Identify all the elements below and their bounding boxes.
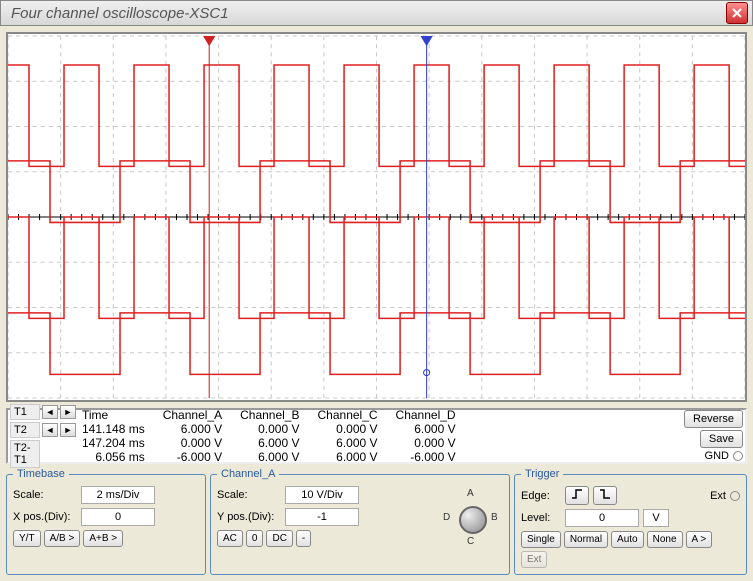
readout-cell: 6.000 V <box>163 422 240 436</box>
readout-header: Channel_C <box>318 408 396 422</box>
normal-button[interactable]: Normal <box>564 531 608 548</box>
titlebar: Four channel oscilloscope-XSC1 <box>0 0 753 26</box>
trigger-legend: Trigger <box>521 468 563 480</box>
readout-header: Time <box>82 408 163 422</box>
edge-falling-button[interactable] <box>593 486 617 505</box>
knob-a-label: A <box>467 488 474 499</box>
edge-rising-button[interactable] <box>565 486 589 505</box>
readout-cell: 6.000 V <box>396 422 474 436</box>
level-input[interactable]: 0 <box>565 509 639 527</box>
knob-c-label: C <box>467 536 474 547</box>
channel-panel: Channel_A Scale: 10 V/Div Y pos.(Div): -… <box>210 468 510 575</box>
level-unit[interactable]: V <box>643 509 669 527</box>
zero-button[interactable]: 0 <box>246 530 264 547</box>
timebase-panel: Timebase Scale: 2 ms/Div X pos.(Div): 0 … <box>6 468 206 575</box>
readout-cell: -6.000 V <box>396 450 474 464</box>
t2-left-button[interactable]: ◄ <box>42 423 58 437</box>
timebase-scale-input[interactable]: 2 ms/Div <box>81 486 155 504</box>
t2t1-label: T2-T1 <box>10 440 40 468</box>
close-button[interactable] <box>726 2 748 24</box>
readout-table: TimeChannel_AChannel_BChannel_CChannel_D… <box>82 408 474 464</box>
readout-header: Channel_D <box>396 408 474 422</box>
readout-cell: 0.000 V <box>318 422 396 436</box>
readout-header: Channel_B <box>240 408 317 422</box>
ext-label: Ext <box>710 490 726 502</box>
channel-scale-input[interactable]: 10 V/Div <box>285 486 359 504</box>
neg-button[interactable]: - <box>296 530 311 547</box>
level-label: Level: <box>521 512 561 524</box>
readout-cell: 6.000 V <box>318 450 396 464</box>
channel-knob-area: A B C D <box>439 486 503 550</box>
t1-right-button[interactable]: ► <box>60 405 76 419</box>
timebase-xpos-label: X pos.(Div): <box>13 511 77 523</box>
scope-canvas <box>8 34 745 400</box>
none-button[interactable]: None <box>647 531 683 548</box>
ac-button[interactable]: AC <box>217 530 243 547</box>
channel-ypos-label: Y pos.(Div): <box>217 511 281 523</box>
save-button[interactable]: Save <box>700 430 743 448</box>
readout-cell: 141.148 ms <box>82 422 163 436</box>
channel-legend: Channel_A <box>217 468 279 480</box>
readout-cell: 0.000 V <box>240 422 317 436</box>
readout-cell: 6.000 V <box>318 436 396 450</box>
readout-cell: 147.204 ms <box>82 436 163 450</box>
readout-cell: 0.000 V <box>163 436 240 450</box>
readout-cell: -6.000 V <box>163 450 240 464</box>
ext-indicator[interactable] <box>730 491 740 501</box>
readout-panel: T1 ◄ ► T2 ◄ ► T2-T1 TimeChannel_AChannel… <box>6 408 747 464</box>
t1-label: T1 <box>10 404 40 420</box>
rising-edge-icon <box>571 489 583 499</box>
window-title: Four channel oscilloscope-XSC1 <box>5 5 726 22</box>
timebase-scale-label: Scale: <box>13 489 77 501</box>
timebase-legend: Timebase <box>13 468 69 480</box>
a-trig-button[interactable]: A > <box>686 531 713 548</box>
readout-cell: 6.000 V <box>240 450 317 464</box>
trigger-panel: Trigger Edge: Ext Level: 0 V Single Norm… <box>514 468 747 575</box>
readout-cell: 6.000 V <box>240 436 317 450</box>
t2-label: T2 <box>10 422 40 438</box>
readout-cell: 6.056 ms <box>82 450 163 464</box>
falling-edge-icon <box>599 489 611 499</box>
reverse-button[interactable]: Reverse <box>684 410 743 428</box>
single-button[interactable]: Single <box>521 531 561 548</box>
t1-left-button[interactable]: ◄ <box>42 405 58 419</box>
close-icon <box>731 7 743 19</box>
readout-header: Channel_A <box>163 408 240 422</box>
yt-button[interactable]: Y/T <box>13 530 41 547</box>
knob-d-label: D <box>443 512 450 523</box>
ab-button[interactable]: A/B > <box>44 530 81 547</box>
control-panels: Timebase Scale: 2 ms/Div X pos.(Div): 0 … <box>6 468 747 575</box>
ext-trig-button[interactable]: Ext <box>521 551 547 568</box>
channel-select-knob[interactable] <box>459 506 487 534</box>
channel-scale-label: Scale: <box>217 489 281 501</box>
edge-label: Edge: <box>521 490 561 502</box>
knob-b-label: B <box>491 512 498 523</box>
readout-cell: 0.000 V <box>396 436 474 450</box>
dc-button[interactable]: DC <box>266 530 292 547</box>
oscilloscope-display[interactable] <box>6 32 747 402</box>
auto-button[interactable]: Auto <box>611 531 644 548</box>
timebase-xpos-input[interactable]: 0 <box>81 508 155 526</box>
gnd-label: GND <box>705 450 729 462</box>
aplusb-button[interactable]: A+B > <box>83 530 123 547</box>
gnd-indicator[interactable] <box>733 451 743 461</box>
t2-right-button[interactable]: ► <box>60 423 76 437</box>
channel-ypos-input[interactable]: -1 <box>285 508 359 526</box>
